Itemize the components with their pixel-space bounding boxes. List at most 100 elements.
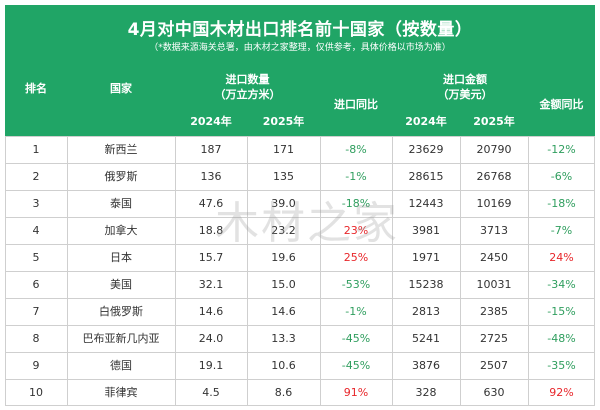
header-volume-2024: 2024年 <box>190 115 232 128</box>
header-volume-2025: 2025年 <box>262 115 305 128</box>
table-row: 3 泰国 47.6 39.0 -18% 12443 10169 -18% <box>5 190 595 217</box>
cell-country: 日本 <box>110 251 132 264</box>
cell-vol2025: 135 <box>273 170 294 183</box>
cell-val2025: 10031 <box>476 278 512 291</box>
cell-vol2024: 14.6 <box>198 305 224 318</box>
table-row: 9 德国 19.1 10.6 -45% 3876 2507 -35% <box>5 352 595 379</box>
header-import-value: 进口金额 <box>443 73 487 86</box>
cell-val2024: 1971 <box>412 251 440 264</box>
cell-vol2025: 23.2 <box>271 224 296 237</box>
cell-vol2024: 15.7 <box>198 251 224 264</box>
cell-country: 泰国 <box>110 197 132 210</box>
cell-val2025: 2725 <box>480 332 508 345</box>
data-source-note: （*数据来源海关总署，由木材之家整理，仅供参考，具体价格以市场为准） <box>149 43 451 53</box>
cell-vol2025: 14.6 <box>271 305 296 318</box>
cell-vol2024: 136 <box>200 170 222 183</box>
cell-vol2024: 24.0 <box>198 332 224 345</box>
cell-rank: 3 <box>32 197 40 210</box>
cell-val-yoy: -18% <box>547 197 576 210</box>
cell-rank: 9 <box>32 359 40 372</box>
cell-vol2025: 8.6 <box>274 386 293 399</box>
header-import-volume: 进口数量 <box>225 73 270 86</box>
cell-val2024: 2813 <box>412 305 440 318</box>
cell-vol2025: 171 <box>273 143 294 156</box>
cell-vol-yoy: -1% <box>345 170 367 183</box>
cell-rank: 7 <box>32 305 40 318</box>
cell-val2025: 2507 <box>480 359 508 372</box>
grid-line <box>5 405 595 406</box>
table-row: 6 美国 32.1 15.0 -53% 15238 10031 -34% <box>5 271 595 298</box>
header-country: 国家 <box>110 82 132 95</box>
page-title: 4月对中国木材出口排名前十国家（按数量） <box>127 20 473 40</box>
cell-vol2024: 18.8 <box>198 224 224 237</box>
cell-vol-yoy: -18% <box>341 197 371 210</box>
cell-country: 美国 <box>110 278 132 291</box>
header-import-volume-unit: （万立方米） <box>214 88 281 101</box>
grid-line <box>528 136 529 405</box>
cell-country: 白俄罗斯 <box>99 305 143 318</box>
cell-val2024: 3876 <box>412 359 440 372</box>
cell-val2024: 3981 <box>412 224 440 237</box>
header-rank: 排名 <box>25 82 47 95</box>
cell-vol-yoy: -45% <box>341 332 371 345</box>
grid-line <box>5 136 595 137</box>
cell-val2024: 15238 <box>408 278 444 291</box>
cell-vol2025: 13.3 <box>271 332 296 345</box>
cell-val2024: 12443 <box>408 197 444 210</box>
cell-val2025: 2385 <box>480 305 508 318</box>
cell-country: 新西兰 <box>104 143 138 156</box>
cell-rank: 1 <box>32 143 40 156</box>
cell-rank: 10 <box>29 386 43 399</box>
cell-val2024: 23629 <box>408 143 444 156</box>
header-volume-yoy: 进口同比 <box>334 98 378 111</box>
cell-val-yoy: 24% <box>549 251 574 264</box>
grid-line <box>5 190 595 191</box>
cell-val-yoy: -15% <box>547 305 576 318</box>
cell-vol2025: 39.0 <box>271 197 296 210</box>
cell-country: 德国 <box>110 359 132 372</box>
grid-line <box>392 136 393 405</box>
grid-line <box>67 136 68 405</box>
cell-vol-yoy: 23% <box>343 224 369 237</box>
cell-country: 俄罗斯 <box>104 170 138 183</box>
cell-val2025: 3713 <box>480 224 508 237</box>
table-row: 8 巴布亚新几内亚 24.0 13.3 -45% 5241 2725 -48% <box>5 325 595 352</box>
cell-val-yoy: -12% <box>547 143 576 156</box>
table-row: 7 白俄罗斯 14.6 14.6 -1% 2813 2385 -15% <box>5 298 595 325</box>
cell-val-yoy: -35% <box>547 359 576 372</box>
grid-line <box>594 136 595 405</box>
cell-rank: 6 <box>32 278 40 291</box>
cell-vol2025: 10.6 <box>271 359 296 372</box>
table-header-banner: 4月对中国木材出口排名前十国家（按数量） （*数据来源海关总署，由木材之家整理，… <box>5 5 595 136</box>
table-row: 1 新西兰 187 171 -8% 23629 20790 -12% <box>5 136 595 163</box>
table-row: 2 俄罗斯 136 135 -1% 28615 26768 -6% <box>5 163 595 190</box>
cell-val2025: 26768 <box>476 170 512 183</box>
cell-val2024: 28615 <box>408 170 444 183</box>
cell-vol2024: 187 <box>200 143 222 156</box>
cell-vol-yoy: -1% <box>345 305 367 318</box>
grid-line <box>5 325 595 326</box>
cell-val2024: 5241 <box>412 332 440 345</box>
cell-country: 菲律宾 <box>104 386 138 399</box>
grid-line <box>5 163 595 164</box>
cell-vol2024: 19.1 <box>198 359 224 372</box>
cell-vol-yoy: -53% <box>341 278 371 291</box>
grid-line <box>247 136 248 405</box>
header-value-2025: 2025年 <box>473 115 515 128</box>
cell-val-yoy: -48% <box>547 332 576 345</box>
grid-line <box>5 271 595 272</box>
grid-line <box>175 136 176 405</box>
grid-line <box>460 136 461 405</box>
header-value-2024: 2024年 <box>405 115 447 128</box>
cell-vol2024: 47.6 <box>198 197 224 210</box>
grid-line <box>5 352 595 353</box>
cell-vol2025: 19.6 <box>271 251 296 264</box>
cell-vol-yoy: -8% <box>345 143 367 156</box>
cell-rank: 4 <box>32 224 40 237</box>
cell-val-yoy: -7% <box>550 224 573 237</box>
cell-vol-yoy: 91% <box>343 386 369 399</box>
cell-country: 加拿大 <box>104 224 138 237</box>
cell-val2025: 10169 <box>476 197 512 210</box>
cell-val-yoy: -6% <box>550 170 573 183</box>
ranking-table-card: 4月对中国木材出口排名前十国家（按数量） （*数据来源海关总署，由木材之家整理，… <box>5 5 595 406</box>
